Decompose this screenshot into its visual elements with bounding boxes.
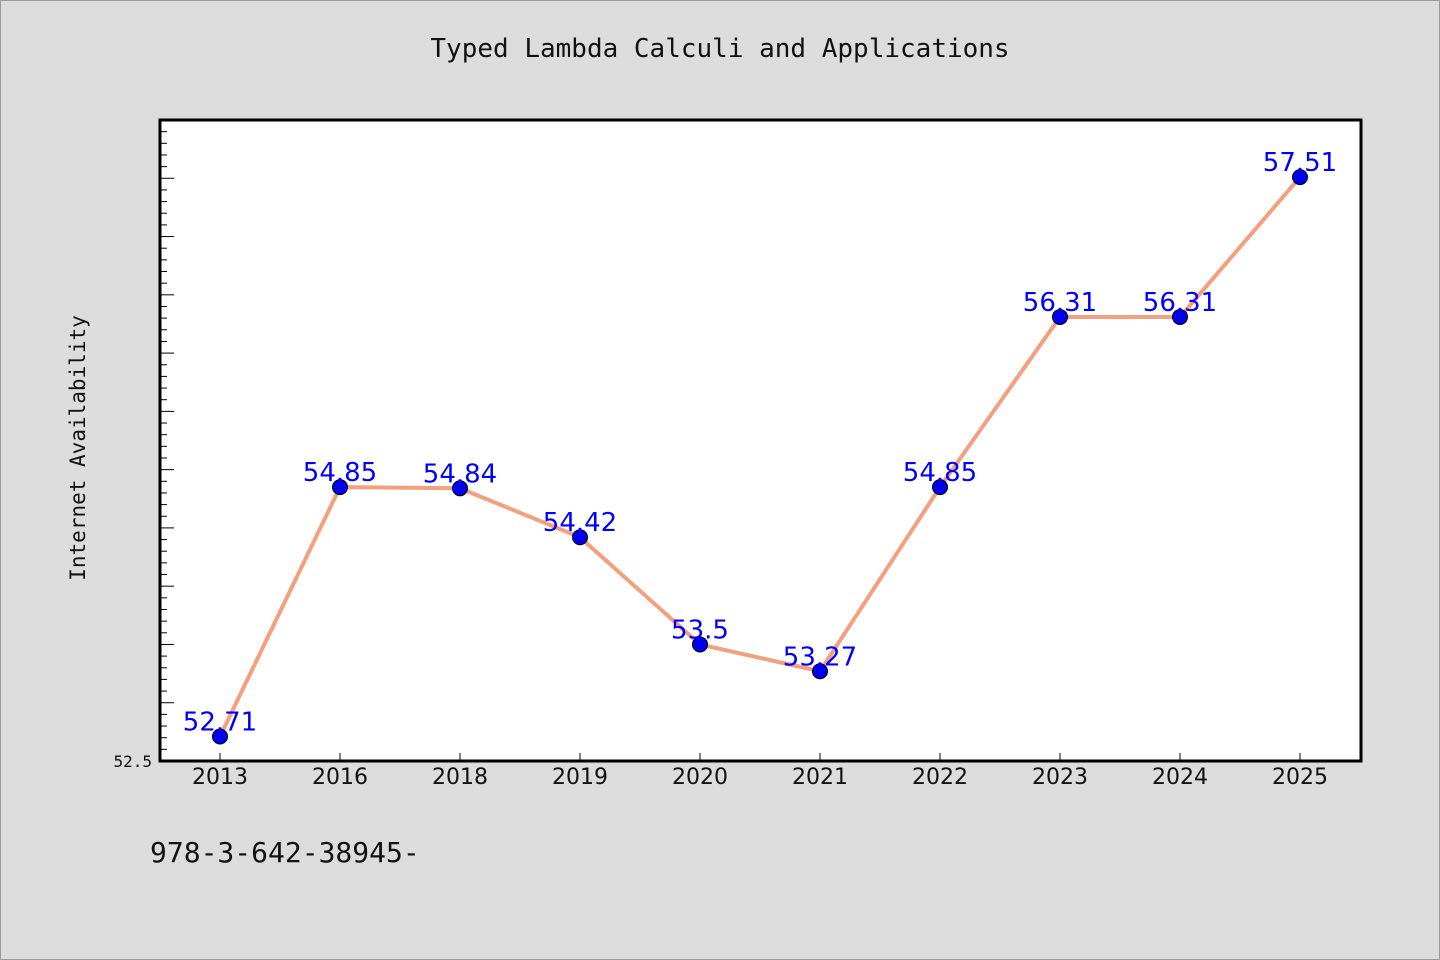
data-label: 54.85 xyxy=(303,458,377,488)
data-label: 52.71 xyxy=(183,708,257,738)
data-label: 54.84 xyxy=(423,459,497,489)
x-tick-label: 2019 xyxy=(552,765,608,790)
x-tick-label: 2013 xyxy=(192,765,248,790)
chart-title: Typed Lambda Calculi and Applications xyxy=(430,34,1010,64)
x-tick-label: 2023 xyxy=(1032,765,1088,790)
x-tick-label: 2022 xyxy=(912,765,968,790)
x-tick-label: 2025 xyxy=(1272,765,1328,790)
plot-area xyxy=(158,118,1363,763)
data-point xyxy=(1172,308,1188,325)
data-point xyxy=(332,479,348,496)
data-label: 56.31 xyxy=(1023,288,1097,318)
data-label: 53.5 xyxy=(671,615,729,645)
x-tick-label: 2020 xyxy=(672,765,728,790)
data-label: 56.31 xyxy=(1143,288,1217,318)
data-label: 54.85 xyxy=(903,458,977,488)
data-label: 57.51 xyxy=(1263,148,1337,178)
data-point xyxy=(1052,308,1068,325)
data-point xyxy=(812,663,828,680)
x-tick-label: 2016 xyxy=(312,765,368,790)
data-point xyxy=(1292,169,1308,186)
data-point xyxy=(452,480,468,497)
data-point xyxy=(572,529,588,546)
x-tick-label: 2024 xyxy=(1152,765,1208,790)
data-point xyxy=(692,636,708,653)
data-label: 53.27 xyxy=(783,642,857,672)
y-tick-label: 52.5 xyxy=(113,752,152,771)
data-point xyxy=(212,728,228,745)
isbn-note: 978-3-642-38945- xyxy=(150,836,420,869)
data-point xyxy=(932,479,948,496)
x-tick-label: 2018 xyxy=(432,765,488,790)
series-line xyxy=(218,175,1302,738)
data-label: 54.42 xyxy=(543,508,617,538)
x-tick-label: 2021 xyxy=(792,765,848,790)
